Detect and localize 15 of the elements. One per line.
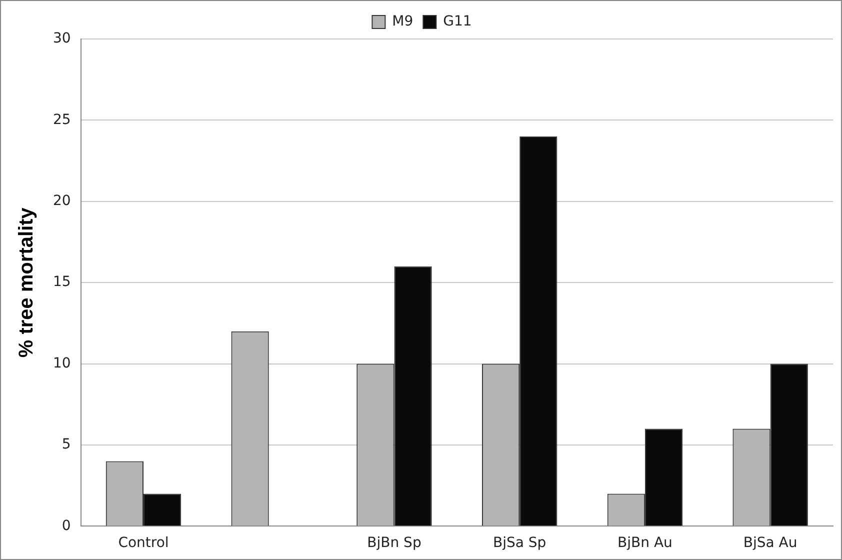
y-tick-label: 30 xyxy=(52,30,71,47)
y-tick-label: 25 xyxy=(52,112,71,128)
y-axis-title: % tree mortality xyxy=(16,206,38,358)
x-tick-label: BjBn Au xyxy=(618,535,672,552)
y-tick-label: 0 xyxy=(62,518,71,534)
x-tick-label: BjSa Sp xyxy=(492,535,546,552)
legend-label: M9 xyxy=(392,14,414,30)
x-tick-label: Control xyxy=(118,535,169,552)
x-tick-label: BjBn Sp xyxy=(367,535,422,552)
legend-label: G11 xyxy=(443,14,472,30)
x-tick-label: BjSa Au xyxy=(743,535,798,552)
y-tick-label: 20 xyxy=(52,193,71,210)
y-tick-label: 10 xyxy=(52,355,71,372)
y-tick-label: 15 xyxy=(52,274,71,290)
y-tick-label: 5 xyxy=(62,436,71,453)
